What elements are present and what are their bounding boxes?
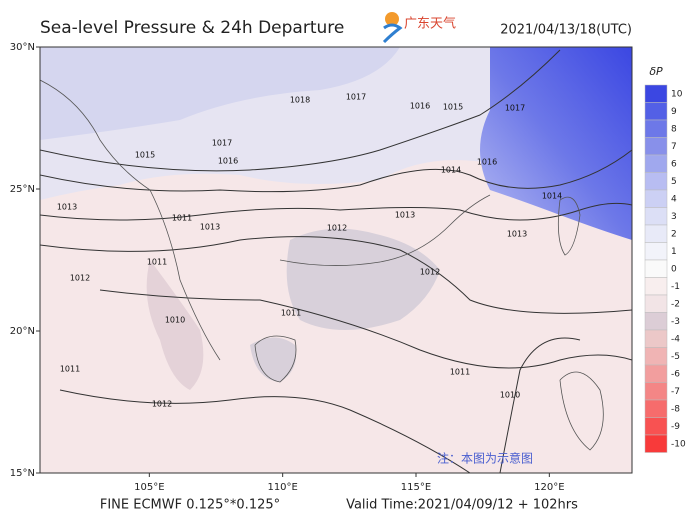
colorbar-tick-label: -1 <box>671 282 680 292</box>
lat-tick-label: 25°N <box>10 184 35 195</box>
isobar-label: 1010 <box>500 391 520 400</box>
colorbar-tick-label: -5 <box>671 352 680 362</box>
isobar-label: 1011 <box>147 258 167 267</box>
title: Sea-level Pressure & 24h Departure <box>40 18 344 38</box>
isobar-label: 1011 <box>60 365 80 374</box>
map-field: 1018 1017 1017 1016 1015 1016 1015 1016 1017 1014… <box>40 47 632 473</box>
colorbar-swatch <box>644 154 668 173</box>
isobar-label: 1011 <box>450 368 470 377</box>
colorbar-tick-label: 5 <box>671 177 677 187</box>
colorbar-label: δP <box>649 65 663 78</box>
colorbar-tick-label: 2 <box>671 229 677 239</box>
isobar-label: 1011 <box>172 214 192 223</box>
colorbar-swatch <box>644 102 668 121</box>
colorbar-swatch <box>644 224 668 243</box>
colorbar-swatch <box>644 434 668 453</box>
colorbar-swatch <box>644 207 668 226</box>
isobar-label: 1012 <box>420 268 440 277</box>
colorbar-tick-label: 0 <box>671 264 677 274</box>
colorbar-tick-label: -4 <box>671 334 680 344</box>
colorbar-tick-label: 6 <box>671 159 677 169</box>
isobar-label: 1016 <box>410 102 430 111</box>
isobar-label: 1017 <box>212 139 232 148</box>
lon-tick-label: 110°E <box>267 482 297 493</box>
colorbar-swatch <box>644 172 668 191</box>
colorbar-swatch <box>644 259 668 278</box>
colorbar-swatch <box>644 119 668 138</box>
lon-tick-label: 105°E <box>134 482 164 493</box>
colorbar-tick-label: -3 <box>671 317 680 327</box>
isobar-label: 1013 <box>200 223 220 232</box>
isobar-label: 1011 <box>281 309 301 318</box>
colorbar-swatch <box>644 417 668 436</box>
colorbar-swatch <box>644 137 668 156</box>
isobar-label: 1015 <box>135 151 155 160</box>
colorbar-tick-label: 8 <box>671 124 677 134</box>
colorbar-tick-label: -8 <box>671 404 680 414</box>
lat-tick-label: 15°N <box>10 468 35 479</box>
colorbar-tick-label: 3 <box>671 212 677 222</box>
isobar-label: 1013 <box>507 230 527 239</box>
isobar-label: 1016 <box>218 157 238 166</box>
lat-tick-label: 30°N <box>10 42 35 53</box>
isobar-label: 1016 <box>477 158 497 167</box>
model: FINE ECMWF 0.125°*0.125° <box>100 498 280 513</box>
isobar-label: 1012 <box>327 224 347 233</box>
colorbar-tick-label: -2 <box>671 299 680 309</box>
colorbar-tick-label: -10 <box>671 439 686 449</box>
colorbar-tick-label: -9 <box>671 422 680 432</box>
colorbar-tick-label: 4 <box>671 194 677 204</box>
colorbar-swatch <box>644 399 668 418</box>
logo-text: 广东天气 <box>404 16 456 32</box>
colorbar-tick-label: -6 <box>671 369 680 379</box>
colorbar-swatch <box>644 347 668 366</box>
isobar-label: 1015 <box>443 103 463 112</box>
colorbar-tick-label: 1 <box>671 247 677 257</box>
isobar-label: 1017 <box>346 93 366 102</box>
logo <box>382 12 403 44</box>
lon-tick-label: 115°E <box>401 482 431 493</box>
colorbar-swatch <box>644 294 668 313</box>
isobar-label: 1014 <box>441 166 461 175</box>
colorbar-swatch <box>644 329 668 348</box>
isobar-label: 1017 <box>505 104 525 113</box>
lat-tick-label: 20°N <box>10 326 35 337</box>
isobar-label: 1018 <box>290 96 310 105</box>
colorbar-swatch <box>644 189 668 208</box>
colorbar-tick-label: -7 <box>671 387 680 397</box>
map-frame <box>39 46 633 474</box>
isobar-label: 1013 <box>395 211 415 220</box>
isobar-label: 1013 <box>57 203 77 212</box>
colorbar-swatch <box>644 277 668 296</box>
isobar-label: 1012 <box>70 274 90 283</box>
colorbar-swatch <box>644 84 668 103</box>
lon-tick-label: 120°E <box>534 482 564 493</box>
colorbar-swatch <box>644 242 668 261</box>
colorbar-swatch <box>644 382 668 401</box>
colorbar-tick-label: 9 <box>671 107 677 117</box>
isobar-label: 1012 <box>152 400 172 409</box>
time: 2021/04/13/18(UTC) <box>500 23 632 38</box>
colorbar-swatch <box>644 364 668 383</box>
isobar-label: 1014 <box>542 192 562 201</box>
colorbar-tick-label: 7 <box>671 142 677 152</box>
colorbar-swatch <box>644 312 668 331</box>
map-note: 注：本图为示意图 <box>437 451 533 466</box>
valid-time: Valid Time:2021/04/09/12 + 102hrs <box>346 498 578 513</box>
isobar-label: 1010 <box>165 316 185 325</box>
colorbar-tick-label: 10 <box>671 89 683 99</box>
